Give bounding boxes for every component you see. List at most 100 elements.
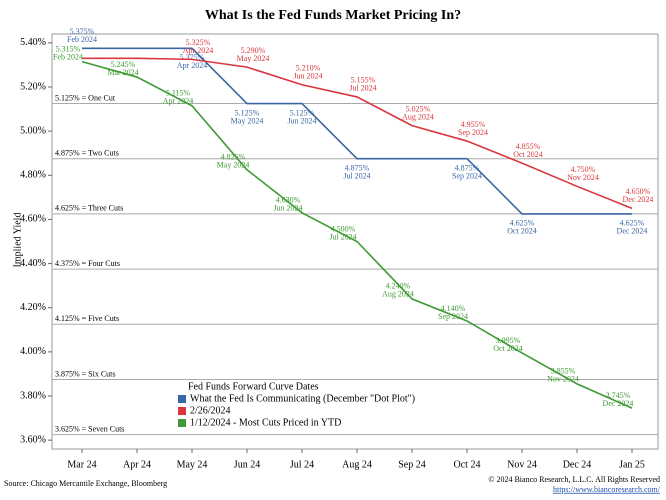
value-label: 4.875% xyxy=(455,164,480,173)
y-tick-label: 5.40% xyxy=(20,37,46,48)
legend-label: 1/12/2024 - Most Cuts Priced in YTD xyxy=(190,417,341,428)
point-month-label: Jun 2024 xyxy=(273,204,302,213)
legend-swatch xyxy=(178,395,186,403)
value-label: 5.375% xyxy=(180,53,205,62)
reference-label: 4.875% = Two Cuts xyxy=(55,149,119,158)
value-label: 4.955% xyxy=(461,120,486,129)
y-tick-label: 5.20% xyxy=(20,81,46,92)
series-line xyxy=(82,47,632,215)
value-label: 5.375% xyxy=(70,27,95,36)
value-label: 5.125% xyxy=(235,108,260,117)
point-month-label: Oct 2024 xyxy=(513,150,543,159)
x-tick-label: Dec 24 xyxy=(563,459,592,470)
x-tick-label: Nov 24 xyxy=(507,459,537,470)
legend-label: What the Fed Is Communicating (December … xyxy=(190,393,415,404)
value-label: 3.995% xyxy=(496,336,521,345)
x-tick-label: Jan 25 xyxy=(619,459,645,470)
point-month-label: Nov 2024 xyxy=(567,173,599,182)
point-month-label: May 2024 xyxy=(217,161,250,170)
x-tick-label: Oct 24 xyxy=(454,459,481,470)
value-label: 4.500% xyxy=(331,224,356,233)
value-label: 5.025% xyxy=(406,104,431,113)
point-month-label: Mar 2024 xyxy=(107,68,138,77)
point-month-label: Jun 2024 xyxy=(287,116,316,125)
point-month-label: May 2024 xyxy=(237,54,270,63)
value-label: 4.630% xyxy=(276,196,301,205)
legend-label: 2/26/2024 xyxy=(190,405,231,416)
x-tick-label: Sep 24 xyxy=(398,459,426,470)
value-label: 4.625% xyxy=(620,219,645,228)
y-tick-label: 4.60% xyxy=(20,214,46,225)
value-label: 5.155% xyxy=(351,76,376,85)
value-label: 5.290% xyxy=(241,46,266,55)
y-tick-label: 4.40% xyxy=(20,258,46,269)
point-month-label: Feb 2024 xyxy=(67,35,97,44)
value-label: 4.240% xyxy=(386,282,411,291)
point-month-label: Dec 2024 xyxy=(617,227,648,236)
source: Source: Chicago Mercantile Exchange, Blo… xyxy=(4,479,167,488)
value-label: 5.315% xyxy=(56,44,81,53)
value-label: 5.210% xyxy=(296,64,321,73)
reference-label: 4.125% = Five Cuts xyxy=(55,314,119,323)
legend-box xyxy=(176,381,426,431)
series-line xyxy=(82,57,633,210)
url: https://www.biancoresearch.com/ xyxy=(553,485,661,494)
value-label: 5.125% xyxy=(290,108,315,117)
point-month-label: Oct 2024 xyxy=(507,227,537,236)
point-month-label: Dec 2024 xyxy=(603,399,634,408)
point-month-label: May 2024 xyxy=(231,116,264,125)
value-label: 4.625% xyxy=(510,219,535,228)
y-tick-label: 3.60% xyxy=(20,434,46,445)
chart-title: What Is the Fed Funds Market Pricing In? xyxy=(205,8,461,23)
x-tick-label: Jul 24 xyxy=(290,459,314,470)
legend-swatch xyxy=(178,419,186,427)
y-tick-label: 4.00% xyxy=(20,346,46,357)
value-label: 4.750% xyxy=(571,165,596,174)
value-label: 5.325% xyxy=(186,38,211,47)
value-label: 5.245% xyxy=(111,60,136,69)
point-month-label: Aug 2024 xyxy=(402,112,434,121)
point-month-label: Nov 2024 xyxy=(547,375,579,384)
value-label: 4.650% xyxy=(626,187,651,196)
reference-label: 4.625% = Three Cuts xyxy=(55,204,123,213)
value-label: 5.115% xyxy=(166,89,191,98)
y-axis-label: Implied Yield xyxy=(12,213,23,268)
point-month-label: Dec 2024 xyxy=(623,195,654,204)
copyright: © 2024 Bianco Research, L.L.C. All Right… xyxy=(488,475,660,484)
y-tick-label: 4.20% xyxy=(20,302,46,313)
point-month-label: Apr 2024 xyxy=(177,61,207,70)
x-tick-label: Mar 24 xyxy=(67,459,96,470)
reference-label: 4.375% = Four Cuts xyxy=(55,259,120,268)
y-tick-label: 3.80% xyxy=(20,390,46,401)
value-label: 4.140% xyxy=(441,304,466,313)
y-tick-label: 5.00% xyxy=(20,125,46,136)
point-month-label: Apr 2024 xyxy=(163,97,193,106)
point-month-label: Sep 2024 xyxy=(458,128,488,137)
value-label: 4.825% xyxy=(221,153,246,162)
value-label: 4.875% xyxy=(345,164,370,173)
point-month-label: Jul 2024 xyxy=(349,84,376,93)
value-label: 4.855% xyxy=(516,142,541,151)
x-tick-label: Jun 24 xyxy=(234,459,260,470)
y-tick-label: 4.80% xyxy=(20,170,46,181)
legend-title: Fed Funds Forward Curve Dates xyxy=(188,381,319,392)
point-month-label: Feb 2024 xyxy=(53,52,83,61)
series-line xyxy=(81,60,633,409)
reference-label: 3.875% = Six Cuts xyxy=(55,369,116,378)
point-month-label: Jul 2024 xyxy=(329,232,356,241)
point-month-label: Apr 2024 xyxy=(183,46,213,55)
x-tick-label: May 24 xyxy=(177,459,208,470)
point-month-label: Jun 2024 xyxy=(293,72,322,81)
value-label: 3.855% xyxy=(551,367,576,376)
reference-label: 5.125% = One Cut xyxy=(55,93,116,102)
point-month-label: Sep 2024 xyxy=(452,172,482,181)
point-month-label: Jul 2024 xyxy=(343,172,370,181)
point-month-label: Oct 2024 xyxy=(493,344,523,353)
reference-label: 3.625% = Seven Cuts xyxy=(55,424,124,433)
legend-swatch xyxy=(178,407,186,415)
plot-frame xyxy=(51,33,659,450)
x-tick-label: Apr 24 xyxy=(123,459,151,470)
x-tick-label: Aug 24 xyxy=(342,459,372,470)
